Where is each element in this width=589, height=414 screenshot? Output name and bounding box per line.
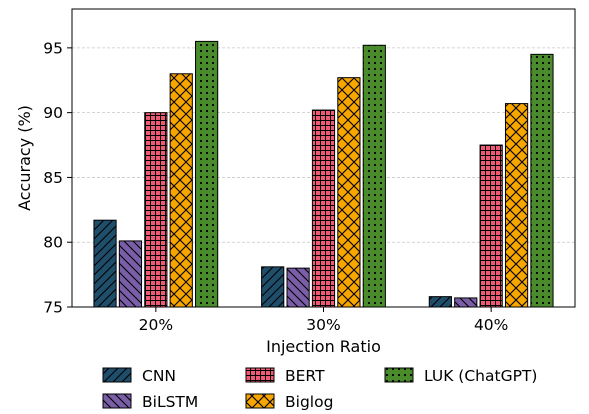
y-tick-label: 90 [43, 104, 63, 122]
bar-hatch [530, 53, 554, 308]
legend-label: CNN [142, 367, 176, 385]
legend-label: Biglog [285, 393, 333, 411]
legend-swatch-hatch [102, 367, 132, 383]
bar-hatch [93, 219, 117, 308]
bar-hatch [118, 240, 143, 308]
y-axis-title: Accuracy (%) [15, 105, 34, 211]
bar-hatch [362, 44, 386, 308]
bar-hatch [428, 296, 452, 308]
legend-item: Biglog [245, 393, 333, 411]
bar-hatch [479, 144, 503, 308]
bar-hatch [261, 266, 285, 308]
y-tick-label: 85 [43, 169, 63, 187]
legend-swatch-hatch [102, 393, 132, 409]
legend: CNN BiLSTM BERT Biglog LUK (ChatGPT) [102, 367, 537, 411]
bar-hatch [286, 267, 310, 308]
legend-item: CNN [102, 367, 176, 385]
legend-item: LUK (ChatGPT) [384, 367, 537, 385]
legend-item: BiLSTM [102, 393, 198, 411]
y-axis: 75 80 85 90 95 [43, 39, 72, 317]
y-tick-label: 80 [43, 234, 63, 252]
x-axis: 20% 30% 40% [139, 307, 508, 334]
legend-swatch-hatch [245, 393, 275, 409]
legend-swatch-hatch [245, 367, 275, 383]
x-tick-label: 20% [139, 316, 173, 334]
x-tick-label: 30% [306, 316, 340, 334]
bar-hatch [454, 297, 478, 308]
bar-hatch [337, 77, 361, 308]
legend-swatch-hatch [384, 367, 414, 383]
y-tick-label: 95 [43, 39, 63, 57]
bars [93, 40, 554, 308]
x-axis-title: Injection Ratio [266, 337, 381, 356]
bar-hatch [311, 109, 336, 308]
x-tick-label: 40% [474, 316, 508, 334]
bar-hatch [195, 40, 219, 308]
legend-label: BERT [285, 367, 325, 385]
legend-label: LUK (ChatGPT) [424, 367, 537, 385]
bar-hatch [169, 73, 193, 308]
y-tick-label: 75 [43, 299, 63, 317]
bar-hatch [504, 103, 529, 308]
legend-label: BiLSTM [142, 393, 198, 411]
legend-item: BERT [245, 367, 325, 385]
bar-hatch [144, 112, 168, 308]
